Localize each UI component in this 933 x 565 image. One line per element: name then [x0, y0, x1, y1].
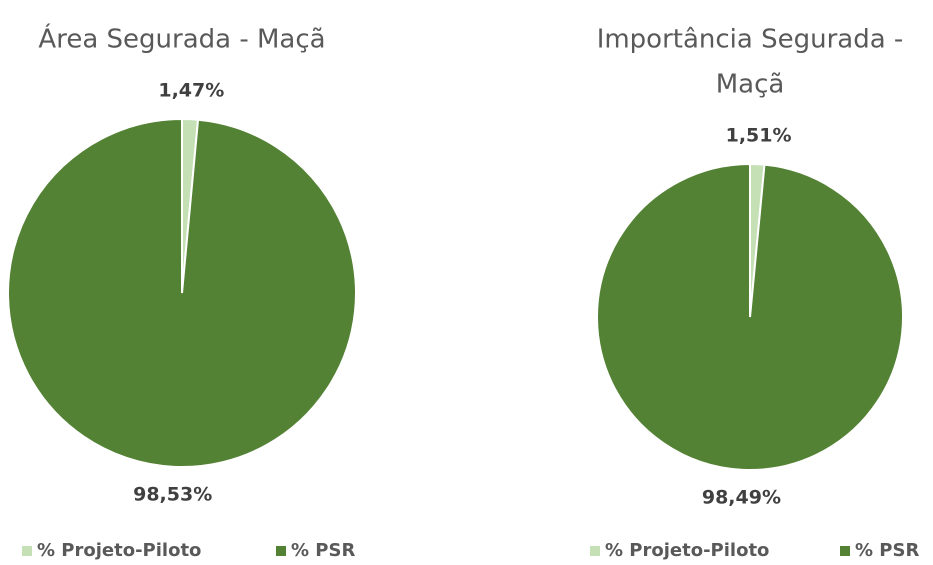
pie-slice — [596, 162, 904, 471]
legend-swatch — [840, 546, 850, 556]
legend-label: % PSR — [855, 540, 919, 561]
data-label: 1,51% — [726, 125, 792, 147]
legend-label: % Projeto-Piloto — [37, 540, 201, 561]
data-label: 98,49% — [702, 486, 781, 508]
legend-swatch — [590, 546, 600, 556]
chart-title: Área Segurada - Maçã — [38, 23, 325, 55]
chart-title: Importância Segurada - — [597, 25, 904, 55]
legend-label: % PSR — [291, 540, 355, 561]
legend-swatch — [22, 546, 32, 556]
pie-slice — [7, 117, 357, 468]
legend-label: % Projeto-Piloto — [605, 540, 769, 561]
chart-title: Maçã — [716, 70, 785, 100]
data-label: 98,53% — [133, 483, 212, 505]
data-label: 1,47% — [158, 80, 224, 102]
legend-swatch — [276, 546, 286, 556]
